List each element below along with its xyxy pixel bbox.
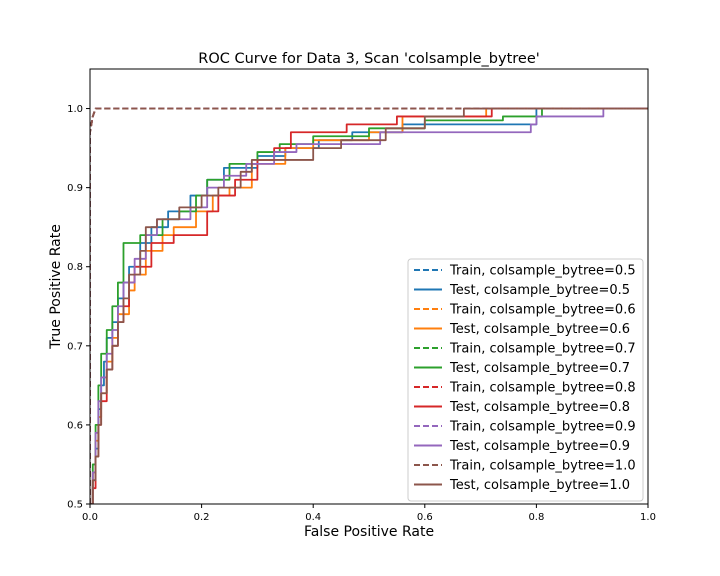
series-line-11 [90, 107, 648, 504]
legend-label: Test, colsample_bytree=1.0 [449, 478, 630, 493]
x-tick-label: 0.0 [82, 512, 98, 523]
legend-label: Train, colsample_bytree=0.6 [449, 303, 636, 318]
legend-label: Train, colsample_bytree=1.0 [449, 459, 636, 474]
y-tick-label: 0.8 [67, 262, 83, 273]
chart-legend: Train, colsample_bytree=0.5 Test, colsamp… [407, 258, 644, 502]
x-tick-label: 0.8 [528, 512, 544, 523]
x-tick-label: 0.2 [194, 512, 210, 523]
legend-label: Test, colsample_bytree=0.5 [449, 283, 630, 298]
y-axis-ticks: 0.5 0.6 0.7 0.8 0.9 1.0 [67, 104, 90, 511]
x-axis-ticks: 0.0 0.2 0.4 0.6 0.8 1.0 [82, 504, 656, 523]
x-tick-label: 0.4 [305, 512, 321, 523]
legend-label: Train, colsample_bytree=0.7 [449, 342, 636, 357]
y-tick-label: 0.6 [67, 420, 83, 431]
roc-curves [90, 107, 648, 504]
y-tick-label: 0.5 [67, 500, 83, 511]
legend-label: Train, colsample_bytree=0.8 [449, 381, 636, 396]
legend-label: Test, colsample_bytree=0.8 [449, 400, 630, 415]
x-tick-label: 0.6 [417, 512, 433, 523]
legend-label: Train, colsample_bytree=0.5 [449, 264, 636, 279]
axes-frame [89, 68, 649, 505]
legend-label: Test, colsample_bytree=0.9 [449, 439, 630, 454]
y-axis-label: True Positive Rate [48, 224, 64, 350]
y-tick-label: 0.7 [67, 341, 83, 352]
legend-box [407, 258, 644, 502]
x-axis-label: False Positive Rate [304, 524, 434, 540]
legend-label: Test, colsample_bytree=0.6 [449, 322, 630, 337]
y-tick-label: 1.0 [67, 104, 83, 115]
legend-label: Test, colsample_bytree=0.7 [449, 361, 630, 376]
series-line-10 [90, 107, 648, 504]
chart-title: ROC Curve for Data 3, Scan 'colsample_by… [198, 51, 539, 67]
legend-label: Train, colsample_bytree=0.9 [449, 420, 636, 435]
x-tick-label: 1.0 [640, 512, 656, 523]
y-tick-label: 0.9 [67, 183, 83, 194]
